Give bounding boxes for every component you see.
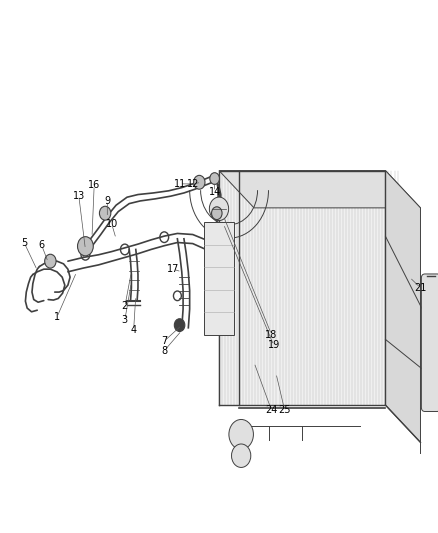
Text: 10: 10	[106, 219, 118, 229]
Text: 1: 1	[54, 312, 60, 322]
Circle shape	[212, 207, 222, 220]
Circle shape	[232, 444, 251, 467]
Text: 24: 24	[265, 406, 278, 415]
Text: 14: 14	[208, 187, 221, 197]
Text: 7: 7	[161, 336, 167, 346]
Text: 11: 11	[173, 179, 186, 189]
Text: 21: 21	[414, 283, 427, 293]
Text: 18: 18	[265, 330, 278, 340]
Polygon shape	[219, 171, 420, 208]
Circle shape	[99, 206, 111, 220]
FancyBboxPatch shape	[421, 274, 438, 411]
Text: 19: 19	[268, 341, 280, 350]
Text: 25: 25	[279, 406, 291, 415]
Text: 17: 17	[167, 264, 179, 274]
Text: 13: 13	[73, 191, 85, 201]
Circle shape	[45, 254, 56, 268]
Polygon shape	[385, 171, 420, 442]
Text: 16: 16	[88, 181, 100, 190]
Circle shape	[210, 173, 219, 184]
Circle shape	[209, 197, 229, 221]
Circle shape	[229, 419, 254, 449]
Text: 9: 9	[104, 197, 110, 206]
Circle shape	[174, 319, 185, 332]
Text: 8: 8	[161, 346, 167, 356]
FancyBboxPatch shape	[204, 222, 234, 335]
Text: 4: 4	[131, 326, 137, 335]
Text: 12: 12	[187, 179, 199, 189]
Text: 6: 6	[39, 240, 45, 250]
Text: 5: 5	[21, 238, 27, 247]
Polygon shape	[219, 171, 385, 405]
Circle shape	[78, 237, 93, 256]
Circle shape	[194, 175, 205, 189]
Text: 3: 3	[122, 315, 128, 325]
Text: 2: 2	[122, 302, 128, 311]
